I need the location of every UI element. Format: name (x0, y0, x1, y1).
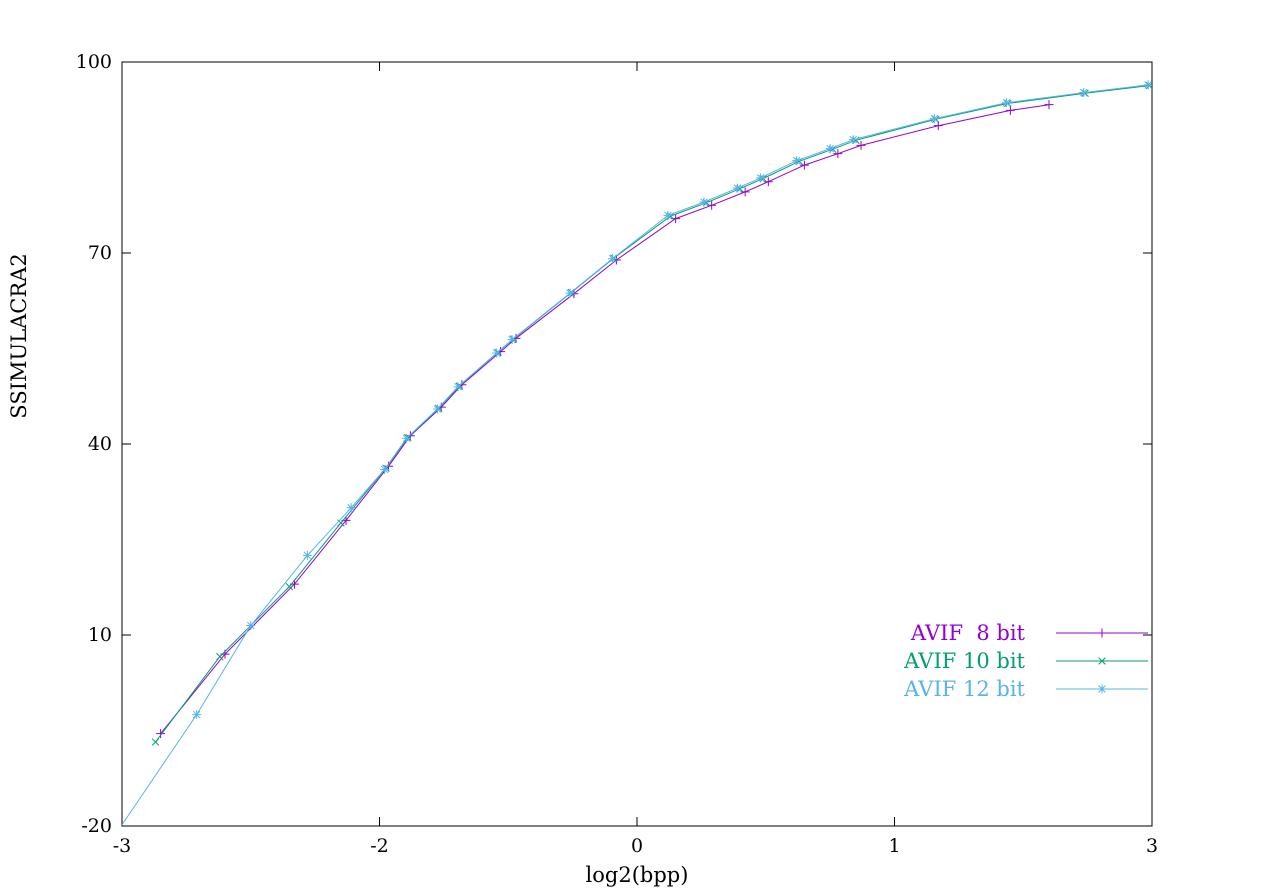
plus-marker (1005, 105, 1015, 115)
asterisk-marker (302, 550, 312, 560)
asterisk-marker (848, 135, 858, 145)
plus-marker (1044, 100, 1054, 110)
asterisk-marker (565, 288, 575, 298)
asterisk-marker (192, 710, 202, 720)
legend-sample-marker (1097, 684, 1107, 694)
asterisk-marker (1002, 98, 1012, 108)
plus-marker (457, 380, 467, 390)
asterisk-marker (432, 404, 442, 414)
plus-marker (833, 149, 843, 159)
plus-marker (799, 160, 809, 170)
asterisk-marker (492, 348, 502, 358)
plus-marker (933, 121, 943, 131)
series-line-avif-8-bit (160, 104, 1050, 735)
legend: AVIF 8 bit AVIF 10 bit AVIF 12 bit (903, 621, 1148, 701)
series-markers-avif-10-bit (151, 81, 1152, 746)
legend-sample-marker (1098, 657, 1106, 665)
plot-area (122, 80, 1152, 826)
y-tick-label: 100 (76, 51, 112, 73)
asterisk-marker (246, 620, 256, 630)
plus-marker (763, 177, 773, 187)
asterisk-marker (402, 433, 412, 443)
legend-label: AVIF 8 bit (910, 621, 1026, 645)
asterisk-marker (453, 382, 463, 392)
cross-marker (151, 738, 160, 746)
asterisk-marker (732, 183, 742, 193)
asterisk-marker (608, 254, 618, 264)
cross-marker (337, 519, 345, 527)
legend-sample-marker (1097, 628, 1107, 638)
asterisk-marker (929, 114, 939, 124)
legend-entry-avif-12-bit: AVIF 12 bit (903, 677, 1148, 701)
asterisk-marker (1079, 88, 1089, 98)
cross-marker (285, 582, 294, 591)
asterisk-marker (756, 173, 766, 183)
asterisk-marker (1143, 80, 1152, 90)
x-tick-label: 1 (888, 835, 900, 857)
cross-marker (216, 652, 224, 661)
asterisk-marker (380, 464, 390, 474)
x-axis-title: log2(bpp) (586, 863, 689, 887)
legend-entry-avif-8-bit: AVIF 8 bit (910, 621, 1148, 645)
legend-label: AVIF 10 bit (903, 649, 1025, 673)
asterisk-marker (792, 156, 802, 166)
asterisk-marker (1097, 684, 1107, 694)
x-tick-label: 0 (631, 835, 643, 857)
asterisk-marker (346, 503, 356, 513)
asterisk-marker (825, 144, 835, 154)
cross-marker (1098, 657, 1106, 665)
x-tick-label: -3 (113, 835, 132, 857)
asterisk-marker (699, 197, 709, 207)
legend-entry-avif-10-bit: AVIF 10 bit (903, 649, 1148, 673)
plus-marker (156, 729, 166, 739)
series-markers-avif-12-bit (192, 80, 1152, 720)
y-tick-label: 40 (88, 433, 112, 455)
asterisk-marker (663, 210, 673, 220)
y-tick-label: 10 (88, 624, 112, 646)
plus-marker (740, 187, 750, 197)
plus-marker (1097, 628, 1107, 638)
asterisk-marker (507, 335, 517, 345)
y-tick-label: 70 (88, 242, 112, 264)
plot-border (121, 61, 1153, 827)
series-line-avif-12-bit (122, 84, 1149, 826)
y-axis-title: SSIMULACRA2 (7, 253, 31, 418)
y-tick-label: -20 (81, 815, 112, 837)
x-tick-label: -2 (370, 835, 389, 857)
x-tick-label: 3 (1146, 835, 1158, 857)
plus-marker (856, 140, 866, 150)
legend-label: AVIF 12 bit (903, 677, 1025, 701)
